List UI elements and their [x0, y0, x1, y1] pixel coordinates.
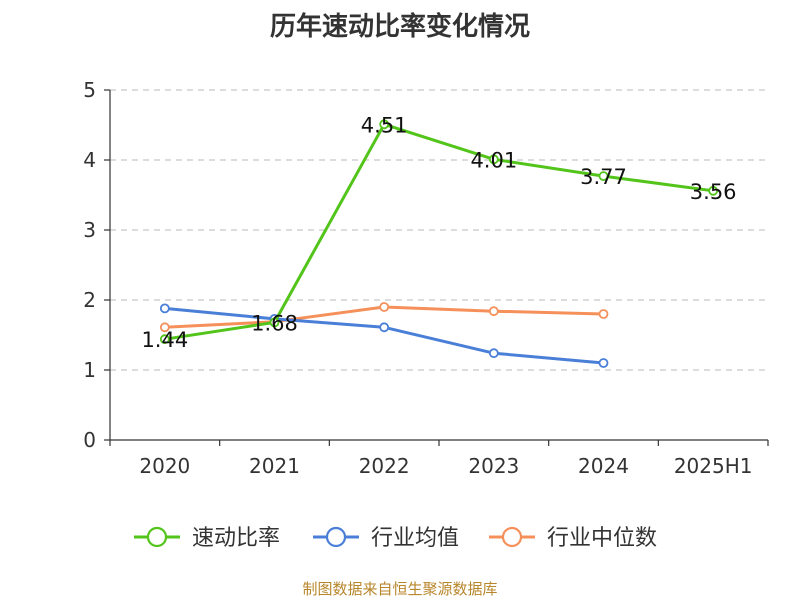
legend-item-2[interactable]: 行业均值	[313, 526, 459, 551]
data-point[interactable]	[379, 322, 390, 333]
data-label: 4.01	[470, 148, 517, 172]
data-point[interactable]	[598, 358, 609, 368]
data-point[interactable]	[269, 317, 280, 328]
x-tick-label: 2025H1	[674, 454, 753, 478]
series-group	[159, 119, 719, 368]
legend-label: 速动比率	[192, 526, 280, 551]
data-point[interactable]	[379, 302, 390, 312]
series-line-2	[164, 306, 604, 365]
legend-label: 行业中位数	[547, 526, 657, 551]
data-point[interactable]	[708, 185, 719, 196]
x-tick-label: 2020	[139, 454, 190, 478]
y-tick-label: 5	[83, 78, 96, 102]
legend-marker	[501, 526, 523, 548]
data-point[interactable]	[159, 334, 170, 345]
grid-lines	[110, 89, 768, 371]
data-point[interactable]	[159, 303, 170, 314]
data-point[interactable]	[488, 154, 499, 165]
legend-item-3[interactable]: 行业中位数	[489, 526, 657, 551]
data-label: 3.56	[690, 180, 737, 204]
data-point[interactable]	[488, 348, 499, 359]
legend-label: 行业均值	[371, 526, 459, 551]
x-tick-label: 2021	[249, 454, 300, 478]
legend-marker	[325, 526, 347, 548]
data-point[interactable]	[379, 119, 390, 130]
data-label: 3.77	[580, 165, 627, 189]
series-line-1	[164, 122, 714, 341]
axes: 0 1 2 3 4 5 2020 2021 2022 2023 2024 2025H1	[83, 78, 769, 478]
legend-marker	[146, 526, 168, 548]
y-tick-label: 3	[83, 218, 96, 242]
source-footnote: 制图数据来自恒生聚源数据库	[302, 580, 498, 598]
y-tick-label: 0	[83, 428, 96, 452]
data-labels: 1.44 1.68 4.51 4.01 3.77 3.56	[141, 113, 736, 352]
data-point[interactable]	[159, 322, 170, 333]
data-label: 1.44	[141, 328, 188, 352]
y-tick-label: 4	[83, 148, 96, 172]
chart-title: 历年速动比率变化情况	[269, 12, 530, 42]
legend-item-1[interactable]: 速动比率	[134, 526, 280, 551]
data-point[interactable]	[488, 306, 499, 317]
x-tick-label: 2024	[578, 454, 629, 478]
data-label: 1.68	[251, 311, 298, 335]
y-tick-label: 1	[83, 358, 96, 382]
x-tick-label: 2023	[468, 454, 519, 478]
x-tick-label: 2022	[359, 454, 410, 478]
data-point[interactable]	[598, 309, 609, 319]
data-label: 4.51	[361, 113, 408, 137]
data-point[interactable]	[598, 171, 609, 182]
y-tick-label: 2	[83, 288, 96, 312]
legend[interactable]: 速动比率 行业均值 行业中位数	[134, 526, 657, 551]
